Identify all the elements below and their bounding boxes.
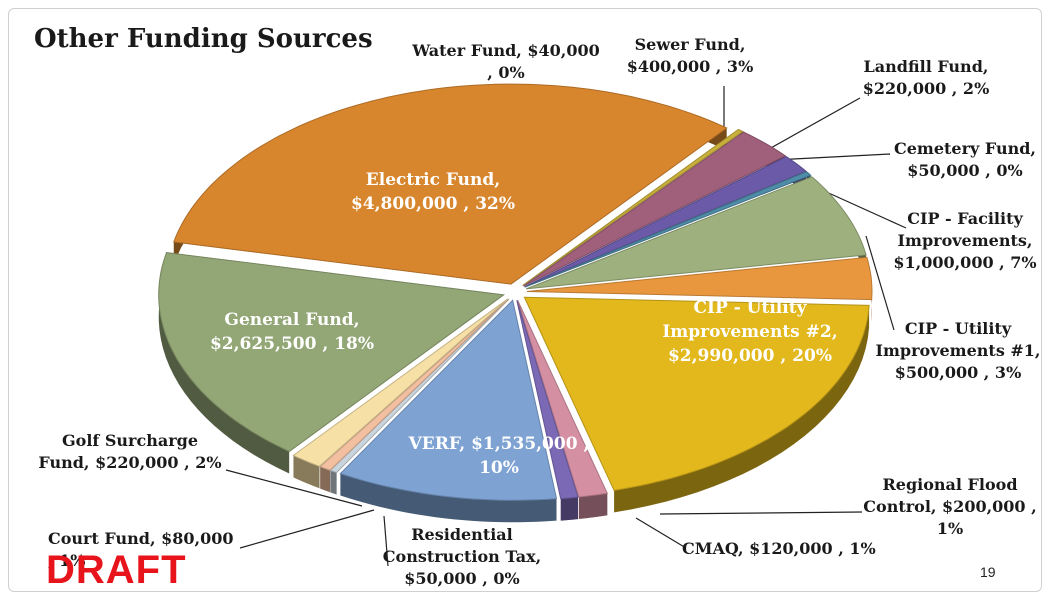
slice-cip-facility [525, 176, 867, 290]
label-sewer-fund: Sewer Fund, $400,000 , 3% [626, 35, 754, 76]
label-cmaq: CMAQ, $120,000 , 1% [682, 539, 876, 558]
label-verf: VERF, $1,535,000 , 10% [408, 434, 590, 478]
leader-line [821, 189, 907, 229]
slice-general-fund [158, 252, 506, 453]
label-electric-fund: Electric Fund, $4,800,000 , 32% [350, 170, 516, 214]
slide-frame [8, 8, 1042, 592]
label-cip-utility-2: CIP - Utility Improvements #2, $2,990,00… [662, 298, 838, 366]
label-landfill-fund: Landfill Fund, $220,000 , 2% [862, 57, 990, 98]
leader-line [383, 515, 389, 567]
label-golf-surcharge-fund: Golf Surcharge Fund, $220,000 , 2% [38, 431, 222, 472]
page-number: 19 [980, 564, 996, 580]
leader-line [773, 153, 891, 161]
slice-residential-construction-tax [329, 298, 510, 474]
slice-sewer-fund [523, 131, 787, 287]
slice-cip-utility-2 [523, 296, 870, 491]
draft-watermark: DRAFT [46, 548, 187, 592]
slice-side-residential-construction-tax [330, 470, 337, 495]
slice-cmaq [516, 300, 579, 500]
slice-side-court-fund [320, 466, 331, 493]
slice-side-cmaq [560, 497, 579, 521]
leader-line [865, 235, 895, 331]
label-cemetery-fund: Cemetery Fund, $50,000 , 0% [894, 139, 1036, 180]
label-cip-utility-1: CIP - Utility Improvements #1, $500,000 … [875, 319, 1041, 382]
slice-side-golf-surcharge-fund [293, 455, 320, 489]
slice-side-verf [340, 473, 557, 523]
slice-verf [339, 299, 558, 501]
leader-line [759, 97, 861, 155]
slice-cip-utility-1 [526, 256, 873, 301]
label-water-fund: Water Fund, $40,000 , 0% [412, 41, 600, 82]
slice-side-cip-utility-2 [614, 305, 870, 513]
label-cip-facility: CIP - Facility Improvements, $1,000,000 … [893, 209, 1037, 272]
slice-landfill-fund [524, 156, 808, 288]
slice-water-fund [522, 128, 744, 286]
slice-court-fund [319, 298, 509, 471]
slice-regional-flood-control [517, 299, 609, 498]
chart-title: Other Funding Sources [34, 24, 373, 54]
slice-cemetery-fund [524, 171, 812, 288]
slice-side-general-fund [158, 252, 290, 474]
label-regional-flood-control: Regional Flood Control, $200,000 , 1% [863, 475, 1037, 538]
leader-line [225, 469, 363, 507]
leader-line [635, 517, 687, 549]
slice-electric-fund [173, 83, 728, 285]
label-court-fund: Court Fund, $80,000 , 1% [48, 529, 234, 570]
label-general-fund: General Fund, $2,625,500 , 18% [209, 310, 375, 354]
label-residential-construction-tax: Residential Construction Tax, $50,000 , … [382, 525, 542, 588]
leader-line [239, 509, 375, 549]
leader-line [659, 511, 863, 515]
slice-golf-surcharge-fund [292, 298, 509, 467]
slice-side-regional-flood-control [578, 493, 608, 520]
